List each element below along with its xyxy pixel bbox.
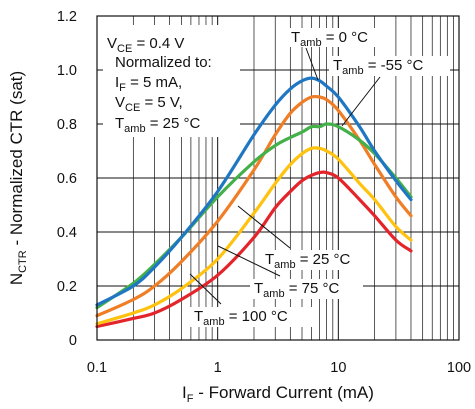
series-label-leader — [341, 76, 381, 127]
series-label-0C: Tamb = 0 °C — [291, 29, 368, 49]
series-line — [95, 94, 413, 318]
plot-frame — [96, 15, 460, 341]
condition-line: VCE = 0.4 V — [107, 35, 184, 55]
series-label-backdrop — [190, 307, 313, 327]
x-axis-title: IF - Forward Current (mA) — [182, 383, 374, 405]
series-label-75C: Tamb = 75 °C — [254, 280, 340, 300]
y-axis-title: NCTR - Normalized CTR (sat) — [7, 71, 29, 285]
y-tick-label: 0.4 — [57, 225, 77, 241]
series-label-backdrop — [329, 56, 450, 76]
series-label-backdrop — [250, 279, 363, 299]
y-tick-label: 0.2 — [57, 279, 77, 295]
x-tick-label: 10 — [330, 360, 346, 376]
series-label-leader — [305, 47, 319, 81]
series-label-25C: Tamb = 25 °C — [265, 251, 351, 271]
y-tick-label: 0.8 — [57, 117, 77, 133]
series-line — [95, 170, 413, 329]
series-line — [95, 146, 413, 326]
condition-line: Normalized to: — [115, 54, 212, 71]
condition-line: Tamb = 25 °C — [115, 115, 201, 135]
x-tick-label: 0.1 — [87, 360, 107, 376]
condition-line: IF = 5 mA, — [115, 74, 182, 94]
series-label-backdrop — [261, 250, 374, 270]
curves — [95, 76, 413, 329]
series-label-leader — [189, 273, 222, 305]
y-tick-label: 1.0 — [57, 63, 77, 79]
series-line — [95, 76, 413, 307]
conditions-backdrop — [103, 25, 240, 137]
tick-labels: 0.1 1 10 100 0 0.2 0.4 0.6 0.8 1.0 1.2 — [57, 9, 471, 376]
series-label-group: Tamb = 0 °C Tamb = -55 °C Tamb = 25 °C T… — [189, 28, 450, 328]
x-tick-label: 1 — [214, 360, 222, 376]
series-label-minus55C: Tamb = -55 °C — [333, 57, 424, 77]
series-label-backdrop — [287, 28, 387, 47]
y-tick-label: 1.2 — [57, 9, 77, 25]
x-tick-label: 100 — [447, 360, 471, 376]
y-tick-label: 0.6 — [57, 171, 77, 187]
conditions-annotation: VCE = 0.4 V Normalized to: IF = 5 mA, VC… — [103, 25, 240, 137]
series-label-100C: Tamb = 100 °C — [194, 308, 288, 328]
series-label-leader — [217, 245, 281, 277]
y-tick-label: 0 — [69, 333, 77, 349]
condition-line: VCE = 5 V, — [115, 94, 183, 114]
series-label-leader — [237, 205, 291, 249]
